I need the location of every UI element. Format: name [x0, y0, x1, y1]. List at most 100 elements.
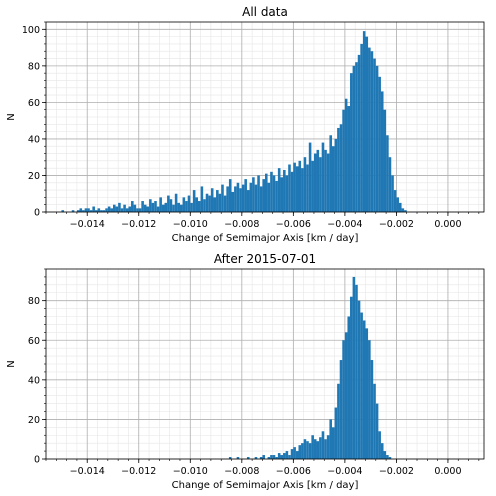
histogram-bar — [82, 210, 85, 212]
histogram-bar — [401, 208, 405, 212]
histogram-bar — [295, 451, 299, 459]
histogram-bar — [79, 208, 83, 212]
histogram-bar — [200, 186, 204, 212]
histogram-bar — [76, 210, 80, 212]
histogram-bar — [275, 180, 278, 212]
histogram-bar — [295, 166, 299, 212]
x-tick-label: −0.012 — [121, 466, 156, 477]
histogram-bar — [303, 157, 307, 212]
histogram-all-data: −0.014 −0.012 −0.010 −0.008 −0.006 −0.004 −0.0… — [6, 5, 485, 244]
histogram-bar — [146, 206, 150, 212]
histogram-bar — [393, 190, 397, 212]
histogram-bar — [306, 164, 309, 212]
histogram-bar — [388, 457, 392, 459]
histogram-bar — [218, 193, 222, 212]
histogram-bar — [293, 162, 296, 212]
histogram-bar — [331, 427, 335, 459]
x-tick-label: 0.000 — [434, 219, 461, 230]
histogram-bar — [380, 443, 384, 459]
histogram-bar — [319, 437, 322, 459]
histogram-bar — [89, 210, 93, 212]
y-tick-label: 60 — [28, 336, 40, 347]
x-axis: −0.014 −0.012 −0.010 −0.008 −0.006 −0.004 −0.0… — [45, 212, 480, 230]
histogram-bar — [270, 455, 273, 459]
x-tick-label: 0.000 — [434, 466, 461, 477]
histogram-bar — [352, 65, 356, 212]
y-axis-label: N — [6, 113, 17, 120]
histogram-bar — [254, 457, 258, 459]
histogram-bar — [285, 175, 289, 212]
histogram-bar — [316, 441, 320, 459]
x-tick-label: −0.008 — [224, 466, 259, 477]
histogram-bar — [373, 58, 376, 213]
histogram-bar — [298, 160, 302, 212]
histogram-bar — [239, 188, 242, 212]
histogram-bar — [226, 186, 229, 212]
histogram-bar — [169, 199, 173, 212]
histogram-bar — [283, 169, 286, 212]
histogram-bar — [319, 157, 322, 212]
histogram-bar — [277, 168, 281, 212]
histogram-bar — [391, 175, 394, 212]
histogram-bar — [368, 47, 371, 213]
histogram-bar — [350, 296, 353, 459]
x-axis: −0.014 −0.012 −0.010 −0.008 −0.006 −0.004 −0.0… — [45, 459, 480, 477]
histogram-bar — [383, 109, 387, 212]
histogram-bar — [404, 210, 407, 212]
histogram-bar — [360, 312, 363, 459]
histogram-bar — [306, 441, 309, 459]
histogram-bar — [102, 210, 106, 212]
y-tick-label: 20 — [28, 415, 40, 426]
histogram-bar — [344, 98, 348, 212]
histogram-bar — [311, 160, 314, 212]
histogram-bar — [388, 157, 392, 212]
y-tick-label: 20 — [28, 171, 40, 182]
histogram-bar — [313, 439, 317, 459]
histogram-bar — [236, 182, 240, 212]
histogram-bar — [298, 445, 302, 459]
histogram-bar — [288, 164, 291, 212]
histogram-bar — [398, 202, 402, 212]
histogram-bar — [216, 190, 219, 212]
histogram-bar — [234, 186, 237, 212]
histogram-bar — [246, 457, 250, 459]
histogram-bar — [355, 62, 358, 212]
histogram-bar — [92, 206, 95, 212]
histogram-bar — [164, 202, 168, 212]
histogram-bar — [283, 453, 286, 459]
histogram-bar — [252, 177, 255, 212]
histogram-bar — [154, 201, 157, 212]
histogram-bar — [61, 210, 65, 212]
histogram-bar — [195, 197, 199, 212]
histogram-bar — [326, 435, 330, 459]
histogram-bar — [293, 447, 296, 459]
histogram-bar — [352, 276, 356, 459]
histogram-bar — [329, 135, 332, 212]
histogram-bar — [208, 195, 211, 212]
x-tick-label: −0.010 — [173, 466, 208, 477]
histogram-bar — [190, 202, 193, 212]
histogram-bar — [308, 142, 312, 212]
x-tick-label: −0.010 — [173, 219, 208, 230]
histogram-bar — [280, 177, 284, 212]
histogram-bar — [149, 199, 152, 212]
y-tick-label: 40 — [28, 134, 40, 145]
histogram-bar — [362, 320, 366, 459]
grid — [45, 268, 484, 460]
histogram-bar — [370, 51, 374, 212]
x-tick-label: −0.004 — [327, 219, 362, 230]
histogram-bar — [337, 127, 340, 212]
histogram-bar — [365, 36, 369, 212]
histogram-bar — [259, 457, 263, 459]
histogram-bar — [228, 179, 232, 212]
histogram-bar — [138, 208, 142, 212]
histogram-bar — [380, 91, 384, 212]
histogram-bar — [94, 210, 98, 212]
histogram-bar — [107, 206, 111, 212]
y-axis-label: N — [6, 360, 17, 367]
histogram-bar — [156, 206, 160, 212]
histogram-bar — [357, 54, 361, 213]
histogram-bar — [112, 204, 116, 212]
histogram-bar — [396, 197, 399, 212]
